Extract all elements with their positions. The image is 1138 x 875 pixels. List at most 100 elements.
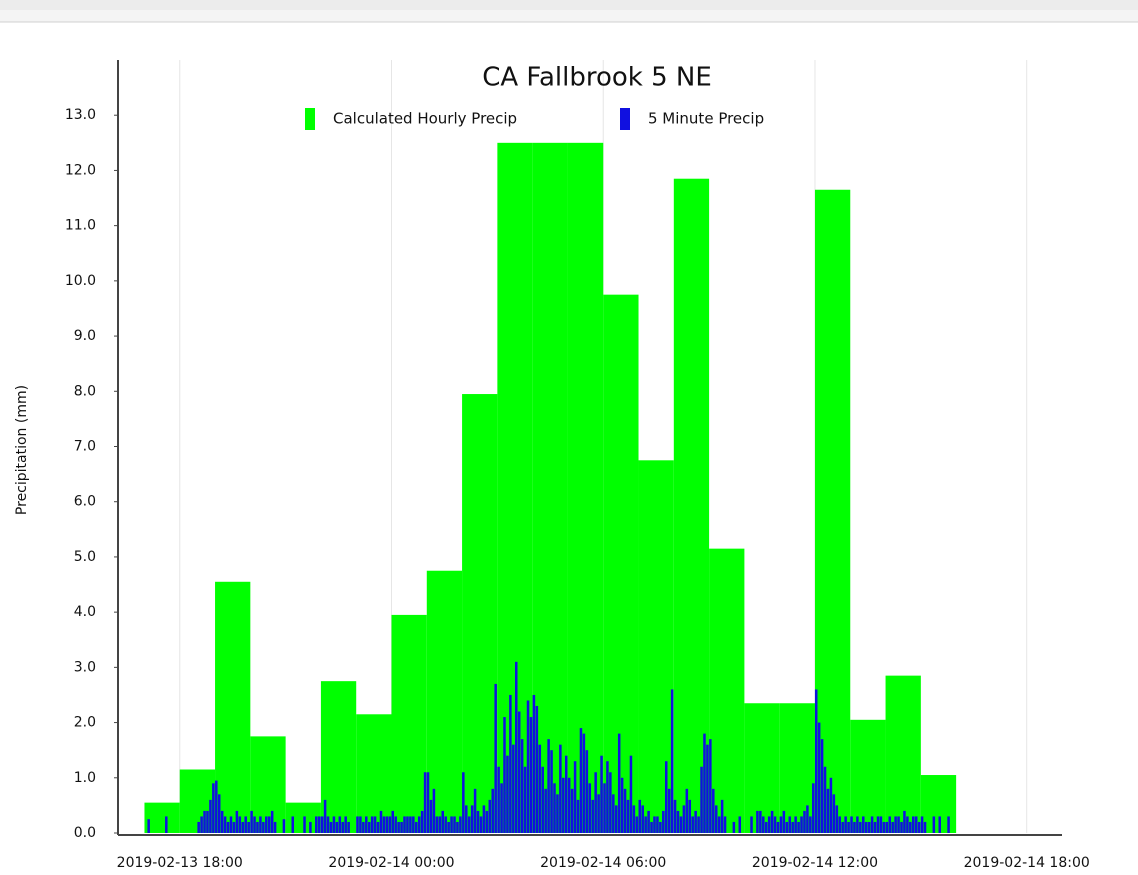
bar [614, 805, 618, 833]
bar [267, 816, 271, 833]
bar [709, 548, 745, 833]
bar [720, 799, 724, 833]
bar [494, 683, 497, 833]
bar [603, 294, 639, 833]
bar [850, 816, 853, 833]
bar [764, 821, 768, 833]
bar [853, 821, 856, 833]
bar [744, 703, 780, 833]
bar [600, 755, 603, 833]
x-tick-label: 2019-02-14 18:00 [964, 855, 1090, 871]
bar [412, 816, 415, 833]
y-tick-label: 6.0 [74, 494, 96, 510]
bar [626, 799, 630, 833]
bar [809, 816, 812, 833]
bar [376, 821, 380, 833]
bar [347, 821, 350, 833]
bar [856, 816, 859, 833]
bar [579, 728, 583, 833]
bar [673, 799, 677, 833]
bar [556, 794, 559, 833]
bar [323, 799, 327, 833]
bar [838, 816, 841, 833]
legend-swatch [305, 108, 315, 130]
bar [667, 788, 671, 833]
bar [335, 821, 339, 833]
bar [356, 714, 392, 833]
y-tick-label: 7.0 [74, 439, 96, 455]
bar [385, 816, 389, 833]
bar [885, 821, 889, 833]
bar [694, 810, 697, 833]
bar [467, 816, 471, 833]
bar [738, 816, 742, 833]
bar [526, 700, 530, 833]
chart-title: CA Fallbrook 5 NE [482, 63, 712, 93]
bar [473, 788, 477, 833]
bar [535, 706, 539, 833]
bar [459, 816, 462, 833]
bar [617, 733, 621, 833]
legend-label: 5 Minute Precip [648, 110, 764, 128]
bar [303, 816, 306, 833]
bar [847, 821, 850, 833]
bar [203, 810, 206, 833]
y-tick-label: 4.0 [74, 604, 96, 620]
bar [785, 821, 789, 833]
bar [344, 816, 347, 833]
bar [244, 816, 247, 833]
bar [591, 799, 594, 833]
bar [791, 821, 794, 833]
bar [250, 810, 253, 833]
bar [200, 816, 203, 833]
bar [597, 794, 600, 833]
bar [779, 703, 815, 833]
bar [917, 821, 921, 833]
y-tick-label: 8.0 [74, 383, 96, 399]
bar [756, 810, 759, 833]
bar [832, 794, 836, 833]
bar [732, 821, 736, 833]
bar [623, 788, 627, 833]
bar [235, 810, 239, 833]
bar [826, 788, 830, 833]
bar [867, 821, 871, 833]
bar [479, 816, 483, 833]
bar [723, 816, 727, 833]
bar [282, 819, 286, 833]
y-tick-label: 1.0 [74, 770, 96, 786]
bar [320, 681, 357, 833]
y-tick-label: 5.0 [74, 549, 96, 565]
bar [844, 816, 847, 833]
bar [482, 805, 486, 833]
bar [662, 810, 665, 833]
bar [700, 766, 703, 833]
bar [238, 816, 242, 833]
bar [682, 805, 686, 833]
bar [638, 799, 642, 833]
bar [814, 189, 851, 834]
bar [565, 755, 568, 833]
bar [762, 816, 765, 833]
bar [391, 614, 427, 833]
bar [317, 816, 321, 833]
bar [947, 816, 950, 833]
bar [703, 733, 706, 833]
bar [332, 816, 336, 833]
bar [341, 821, 345, 833]
bar [215, 581, 251, 833]
x-tick-label: 2019-02-14 00:00 [328, 855, 454, 871]
bar [362, 821, 365, 833]
bar [485, 810, 489, 833]
bar [417, 816, 421, 833]
bar [788, 816, 792, 833]
bar [547, 739, 550, 833]
bar [562, 777, 565, 833]
bar [767, 816, 771, 833]
bar [776, 821, 780, 833]
bar [426, 570, 463, 833]
bar [638, 460, 674, 833]
bar [453, 816, 456, 833]
y-tick-label: 0.0 [74, 825, 96, 841]
